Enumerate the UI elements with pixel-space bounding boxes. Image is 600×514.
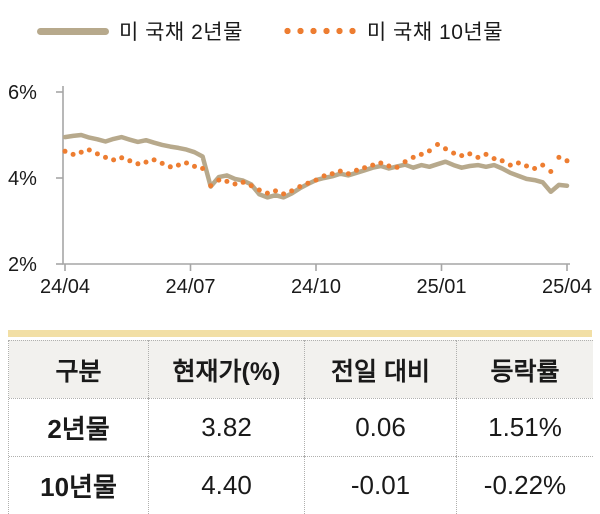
series-dot-10y xyxy=(402,159,408,165)
series-dot-10y xyxy=(232,181,238,187)
header-cell: 전일 대비 xyxy=(304,340,456,398)
series-dot-10y xyxy=(159,160,165,166)
legend-label-2y: 미 국채 2년물 xyxy=(118,21,243,44)
series-dot-10y xyxy=(70,151,76,157)
value-cell: 3.82 xyxy=(148,398,304,456)
series-dot-10y xyxy=(556,154,562,160)
value-cell: 4.40 xyxy=(148,456,304,514)
series-dot-10y xyxy=(491,156,497,162)
table-accent-bar xyxy=(8,330,592,337)
series-dot-10y xyxy=(167,164,173,170)
series-dot-10y xyxy=(208,183,214,189)
x-axis-tick-label: 24/07 xyxy=(165,276,215,298)
y-axis-tick-label: 2% xyxy=(8,254,37,276)
series-dot-10y xyxy=(386,163,392,169)
series-dot-10y xyxy=(564,158,570,164)
series-dot-10y xyxy=(467,151,473,157)
x-axis-tick-label: 24/04 xyxy=(40,276,90,298)
value-cell: -0.01 xyxy=(304,456,456,514)
value-cell: 1.51% xyxy=(456,398,593,456)
series-dot-10y xyxy=(305,180,311,186)
series-dot-10y xyxy=(143,159,149,165)
series-dot-10y xyxy=(151,157,157,163)
value-cell: -0.22% xyxy=(456,456,593,514)
series-dot-10y xyxy=(256,187,262,193)
series-dot-10y xyxy=(111,157,117,163)
series-dot-10y xyxy=(459,153,465,159)
legend-dots-swatch-10y xyxy=(280,27,357,35)
series-dot-10y xyxy=(475,154,481,160)
series-dot-10y xyxy=(297,184,303,190)
header-cell: 현재가(%) xyxy=(148,340,304,398)
series-dot-10y xyxy=(264,190,270,196)
series-dot-10y xyxy=(184,160,189,166)
series-dot-10y xyxy=(127,158,133,164)
y-axis-tick-label: 4% xyxy=(8,168,37,190)
series-dot-10y xyxy=(248,183,254,189)
header-cell: 등락률 xyxy=(456,340,593,398)
series-dot-10y xyxy=(103,154,108,160)
series-dot-10y xyxy=(410,154,416,160)
x-axis-tick-label: 25/01 xyxy=(416,276,466,298)
series-dot-10y xyxy=(313,177,319,183)
series-dot-10y xyxy=(451,150,457,156)
series-dot-10y xyxy=(499,158,505,164)
series-dot-10y xyxy=(426,148,432,154)
header-cell: 구분 xyxy=(9,340,148,398)
series-dot-10y xyxy=(418,151,424,157)
row-label-cell: 10년물 xyxy=(9,456,148,514)
series-dot-10y xyxy=(281,191,287,197)
series-dot-10y xyxy=(370,162,376,168)
value-cell: 0.06 xyxy=(304,398,456,456)
series-dot-10y xyxy=(443,146,448,152)
series-dot-10y xyxy=(224,178,230,184)
series-dot-10y xyxy=(394,164,400,170)
axis-lines xyxy=(62,86,570,265)
series-dot-10y xyxy=(532,166,538,171)
series-dot-10y xyxy=(216,177,222,183)
series-dot-10y xyxy=(289,188,295,194)
x-axis-tick-label: 24/10 xyxy=(291,276,341,298)
chart-legend: 미 국채 2년물 미 국채 10년물 xyxy=(0,16,540,46)
series-dot-10y xyxy=(78,149,84,155)
series-dot-10y xyxy=(548,169,554,174)
series-dot-10y xyxy=(94,151,100,157)
series-dot-10y xyxy=(337,168,343,174)
series-dot-10y xyxy=(507,162,513,168)
series-dot-10y xyxy=(62,148,68,154)
series-dot-10y xyxy=(515,160,521,166)
series-dot-10y xyxy=(321,173,327,179)
table-grid: 구분 현재가(%) 전일 대비 등락률 2년물 3.82 0.06 1.51% 10년물 4.40… xyxy=(8,340,593,514)
series-dot-10y xyxy=(273,188,278,194)
yield-summary-table: 구분 현재가(%) 전일 대비 등락률 2년물 3.82 0.06 1.51% 10년물 4.40… xyxy=(8,330,593,514)
series-dot-10y xyxy=(240,179,246,185)
series-dot-10y xyxy=(354,167,359,173)
series-dot-10y xyxy=(200,166,206,171)
legend-label-10y: 미 국채 10년물 xyxy=(366,21,504,44)
series-dot-10y xyxy=(86,147,92,153)
series-dot-10y xyxy=(524,163,529,169)
row-label-cell: 2년물 xyxy=(9,398,148,456)
series-line-2y xyxy=(62,132,570,200)
series-dot-10y xyxy=(378,160,384,166)
series-dot-10y xyxy=(329,171,335,177)
series-dot-10y xyxy=(345,171,351,177)
yield-line-chart: 6% 4% 2%24/04 24/07 24/10 25/01 25/04 xyxy=(8,82,592,298)
series-dot-10y xyxy=(362,165,368,171)
legend-line-swatch-2y xyxy=(36,27,109,35)
series-dot-10y xyxy=(540,162,546,168)
series-dot-10y xyxy=(175,162,181,168)
series-dot-10y xyxy=(435,142,440,147)
series-dot-10y xyxy=(192,163,197,169)
x-axis-tick-label: 25/04 xyxy=(542,276,592,298)
series-dot-10y xyxy=(135,161,141,167)
series-dot-10y xyxy=(119,155,125,161)
series-dot-10y xyxy=(483,151,489,157)
y-axis-tick-label: 6% xyxy=(8,82,37,104)
